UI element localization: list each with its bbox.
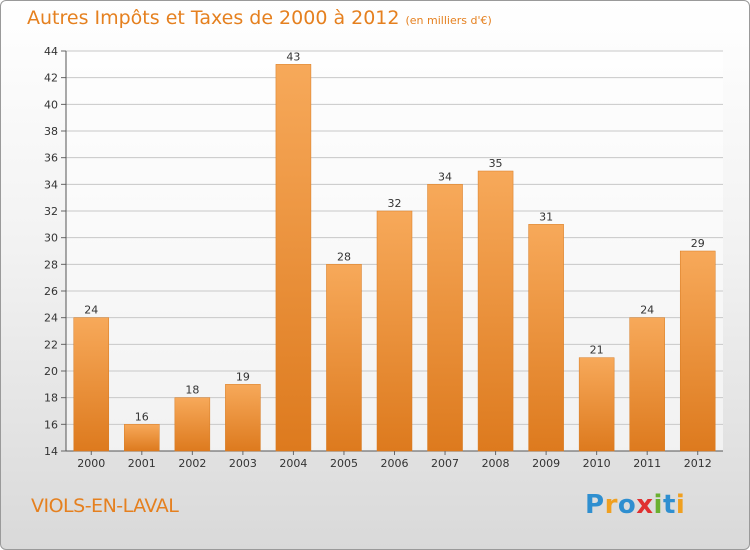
y-tick-label: 38 [44, 125, 58, 138]
logo-letter: i [675, 490, 686, 520]
proxiti-logo: Proxiti [585, 490, 685, 520]
y-tick-label: 14 [44, 445, 58, 458]
bar [427, 184, 463, 452]
bar [629, 317, 665, 452]
y-tick-label: 20 [44, 365, 58, 378]
bar-value-label: 35 [489, 157, 503, 170]
x-tick-label: 2011 [633, 457, 661, 470]
place-name: VIOLS-EN-LAVAL [31, 495, 179, 517]
bar-value-label: 31 [539, 210, 553, 223]
x-tick-label: 2012 [684, 457, 712, 470]
y-tick-label: 36 [44, 152, 58, 165]
y-tick-label: 42 [44, 72, 58, 85]
logo-letter: o [617, 490, 637, 520]
y-tick-label: 28 [44, 258, 58, 271]
x-tick-label: 2001 [128, 457, 156, 470]
bar [528, 224, 564, 452]
bar-value-label: 19 [236, 370, 250, 383]
x-tick-label: 2006 [381, 457, 409, 470]
bar [124, 424, 160, 452]
x-tick-label: 2008 [482, 457, 510, 470]
y-tick-label: 44 [44, 45, 58, 58]
chart-title-text: Autres Impôts et Taxes de 2000 à 2012 [27, 7, 400, 29]
x-tick-label: 2007 [431, 457, 459, 470]
x-tick-label: 2009 [532, 457, 560, 470]
y-tick-label: 34 [44, 178, 58, 191]
y-tick-label: 32 [44, 205, 58, 218]
bar-value-label: 32 [388, 197, 402, 210]
bar-value-label: 18 [185, 384, 199, 397]
bar-value-label: 29 [691, 237, 705, 250]
bar [578, 357, 615, 452]
x-tick-label: 2003 [229, 457, 257, 470]
bar [73, 317, 110, 452]
bar [174, 397, 211, 452]
x-tick-label: 2005 [330, 457, 358, 470]
bar [275, 64, 312, 452]
x-tick-label: 2000 [77, 457, 105, 470]
y-tick-label: 40 [44, 98, 58, 111]
bar-value-label: 21 [590, 344, 604, 357]
x-tick-label: 2002 [178, 457, 206, 470]
logo-letter: P [585, 490, 605, 520]
y-tick-label: 26 [44, 285, 58, 298]
logo-letter: r [604, 490, 618, 520]
y-tick-label: 16 [44, 418, 58, 431]
bar-value-label: 34 [438, 170, 452, 183]
bar-value-label: 43 [286, 50, 300, 63]
bar-value-label: 24 [640, 304, 654, 317]
bar-value-label: 24 [84, 304, 98, 317]
bar-value-label: 28 [337, 250, 351, 263]
bar [376, 210, 413, 452]
bar [326, 264, 362, 452]
logo-letter: x [636, 490, 654, 520]
x-tick-label: 2004 [279, 457, 307, 470]
y-tick-label: 18 [44, 392, 58, 405]
bar-value-label: 16 [135, 410, 149, 423]
x-tick-label: 2010 [583, 457, 611, 470]
bar [225, 384, 261, 452]
y-tick-label: 22 [44, 338, 58, 351]
logo-letter: i [653, 490, 663, 520]
chart-title: Autres Impôts et Taxes de 2000 à 2012 (en… [27, 7, 492, 29]
y-tick-label: 30 [44, 232, 58, 245]
bar [679, 250, 716, 452]
chart-unit: (en milliers d'€) [405, 14, 492, 27]
y-tick-label: 24 [44, 312, 58, 325]
bar [477, 170, 514, 452]
logo-letter: t [662, 490, 676, 520]
